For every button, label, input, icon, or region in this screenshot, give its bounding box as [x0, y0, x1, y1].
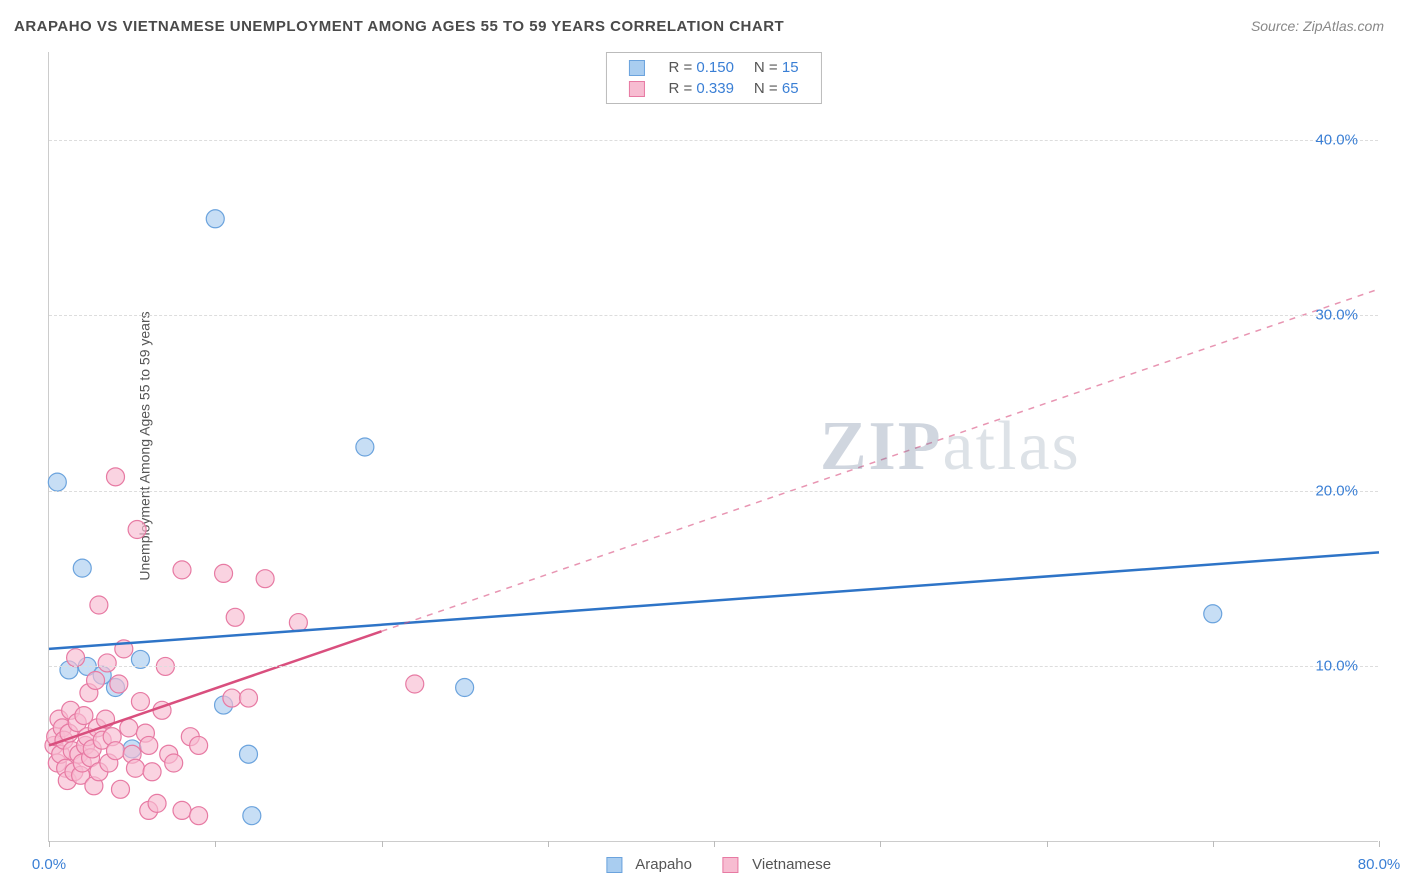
x-tick-label: 80.0% — [1358, 856, 1401, 873]
legend-N-label: N = 15 — [744, 57, 809, 78]
data-point — [1204, 605, 1222, 623]
x-tick — [49, 841, 50, 847]
data-point — [98, 654, 116, 672]
legend-series-item: Vietnamese — [712, 856, 831, 873]
data-point — [206, 210, 224, 228]
x-tick — [215, 841, 216, 847]
legend-series-item: Arapaho — [596, 856, 692, 873]
legend-swatch — [628, 81, 644, 97]
legend-stat-row: R = 0.339N = 65 — [618, 78, 808, 99]
data-point — [456, 679, 474, 697]
trend-line-dashed — [382, 289, 1380, 631]
gridline — [49, 315, 1378, 316]
data-point — [215, 564, 233, 582]
y-tick-label: 20.0% — [1315, 482, 1358, 499]
data-point — [67, 649, 85, 667]
data-point — [173, 561, 191, 579]
data-point — [165, 754, 183, 772]
data-point — [148, 794, 166, 812]
legend-stats-table: R = 0.150N = 15R = 0.339N = 65 — [618, 57, 808, 99]
legend-swatch — [628, 60, 644, 76]
legend-series: Arapaho Vietnamese — [586, 856, 841, 873]
data-point — [107, 742, 125, 760]
chart-title: ARAPAHO VS VIETNAMESE UNEMPLOYMENT AMONG… — [14, 18, 784, 35]
data-point — [87, 671, 105, 689]
data-point — [289, 614, 307, 632]
legend-R-label: R = 0.150 — [658, 57, 743, 78]
data-point — [356, 438, 374, 456]
gridline — [49, 140, 1378, 141]
data-point — [143, 763, 161, 781]
gridline — [49, 491, 1378, 492]
legend-N-label: N = 65 — [744, 78, 809, 99]
data-point — [140, 736, 158, 754]
x-tick — [382, 841, 383, 847]
y-tick-label: 40.0% — [1315, 131, 1358, 148]
x-tick — [548, 841, 549, 847]
data-point — [120, 719, 138, 737]
data-point — [406, 675, 424, 693]
data-point — [190, 807, 208, 825]
y-tick-label: 10.0% — [1315, 658, 1358, 675]
data-point — [126, 759, 144, 777]
data-point — [240, 745, 258, 763]
data-point — [131, 693, 149, 711]
legend-stats: R = 0.150N = 15R = 0.339N = 65 — [605, 52, 821, 104]
x-tick-label: 0.0% — [32, 856, 66, 873]
x-tick — [714, 841, 715, 847]
x-tick — [880, 841, 881, 847]
y-tick-label: 30.0% — [1315, 307, 1358, 324]
data-point — [226, 608, 244, 626]
x-tick — [1379, 841, 1380, 847]
legend-R-label: R = 0.339 — [658, 78, 743, 99]
legend-stat-row: R = 0.150N = 15 — [618, 57, 808, 78]
data-point — [110, 675, 128, 693]
gridline — [49, 666, 1378, 667]
data-point — [190, 736, 208, 754]
trend-line-solid — [49, 552, 1379, 649]
plot-area: ZIPatlas R = 0.150N = 15R = 0.339N = 65 … — [48, 52, 1378, 842]
scatter-plot-svg — [49, 52, 1378, 841]
data-point — [240, 689, 258, 707]
x-tick — [1047, 841, 1048, 847]
data-point — [256, 570, 274, 588]
data-point — [111, 780, 129, 798]
data-point — [107, 468, 125, 486]
data-point — [48, 473, 66, 491]
data-point — [173, 801, 191, 819]
data-point — [243, 807, 261, 825]
legend-swatch — [606, 857, 622, 873]
data-point — [223, 689, 241, 707]
chart-source: Source: ZipAtlas.com — [1251, 18, 1384, 34]
data-point — [73, 559, 91, 577]
legend-swatch — [722, 857, 738, 873]
x-tick — [1213, 841, 1214, 847]
data-point — [90, 596, 108, 614]
data-point — [128, 521, 146, 539]
